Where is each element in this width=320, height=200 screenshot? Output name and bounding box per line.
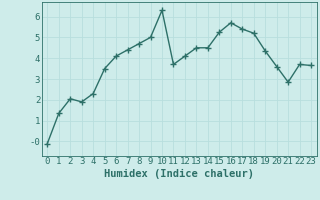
X-axis label: Humidex (Indice chaleur): Humidex (Indice chaleur) [104,169,254,179]
